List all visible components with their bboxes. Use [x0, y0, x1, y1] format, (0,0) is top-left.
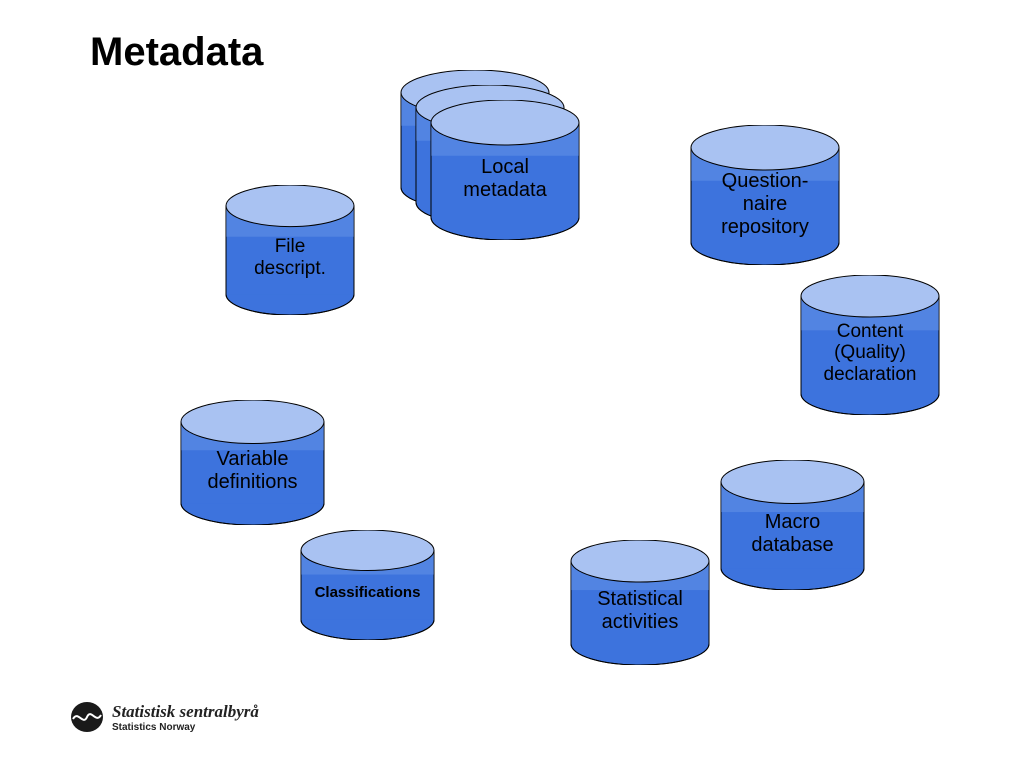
- cylinder-shape: [430, 100, 580, 240]
- logo-line1: Statistisk sentralbyrå: [112, 702, 259, 722]
- cylinder-content-quality: Content (Quality) declaration: [800, 275, 940, 415]
- logo-icon: [70, 700, 104, 734]
- cylinder-statistical-activities: Statistical activities: [570, 540, 710, 665]
- cylinder-shape: [180, 400, 325, 525]
- cylinder-shape: [300, 530, 435, 640]
- cylinder-local-metadata: Local metadata: [400, 70, 580, 240]
- page-title: Metadata: [90, 30, 263, 75]
- cylinder-shape: [570, 540, 710, 665]
- logo-line2: Statistics Norway: [112, 722, 259, 733]
- logo-text: Statistisk sentralbyrå Statistics Norway: [112, 702, 259, 733]
- cylinder-variable-definitions: Variable definitions: [180, 400, 325, 525]
- cylinder-file-descript: File descript.: [225, 185, 355, 315]
- cylinder-questionnaire-repo: Question- naire repository: [690, 125, 840, 265]
- cylinder-shape: [720, 460, 865, 590]
- cylinder-shape: [800, 275, 940, 415]
- footer-logo: Statistisk sentralbyrå Statistics Norway: [70, 700, 259, 734]
- cylinder-classifications: Classifications: [300, 530, 435, 640]
- cylinder-shape: [225, 185, 355, 315]
- cylinder-shape: [690, 125, 840, 265]
- cylinder-macro-database: Macro database: [720, 460, 865, 590]
